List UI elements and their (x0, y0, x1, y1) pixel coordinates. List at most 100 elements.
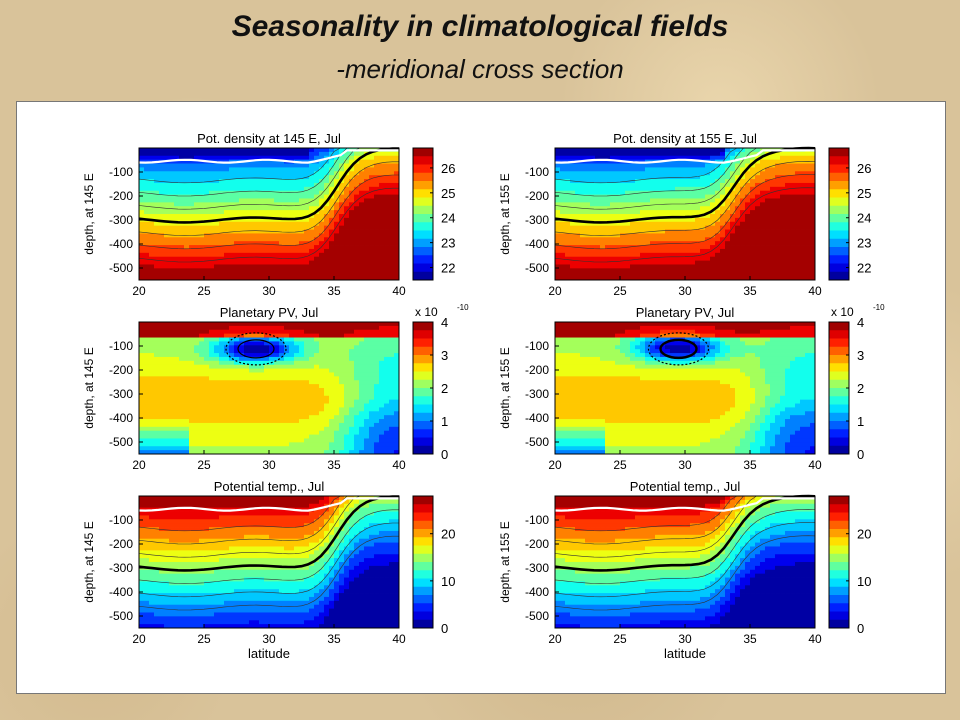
y-axis-label: depth, at 145 E (82, 173, 96, 254)
x-tick-label: 40 (392, 284, 406, 298)
contour-line (554, 174, 816, 250)
y-tick-label: -200 (109, 363, 133, 377)
subplot-4 (554, 321, 850, 455)
colorbar-tick-label: 3 (857, 348, 864, 363)
y-tick-label: -300 (525, 387, 549, 401)
colorbar-tick-label: 23 (857, 236, 871, 251)
x-tick-label: 20 (548, 284, 562, 298)
plot-title: Pot. density at 155 E, Jul (613, 131, 757, 146)
subplot-3 (138, 321, 434, 455)
colorbar-tick-label: 4 (857, 315, 864, 330)
contour-line (554, 508, 816, 584)
y-tick-label: -500 (109, 609, 133, 623)
contour-line (138, 522, 399, 598)
y-tick-label: -400 (525, 237, 549, 251)
contour-line (554, 522, 816, 598)
y-tick-label: -300 (525, 213, 549, 227)
isopycnal-line (138, 147, 399, 224)
y-tick-label: -100 (525, 165, 549, 179)
subplot-1 (138, 147, 434, 281)
x-tick-label: 40 (808, 632, 822, 646)
subplot-5 (138, 495, 434, 629)
x-tick-label: 25 (613, 458, 627, 472)
y-tick-label: -400 (109, 585, 133, 599)
x-tick-label: 35 (327, 458, 341, 472)
y-tick-label: -300 (109, 561, 133, 575)
x-tick-label: 35 (327, 632, 341, 646)
colorbar-tick-label: 22 (857, 261, 871, 276)
x-tick-label: 30 (678, 632, 692, 646)
colorbar (412, 495, 434, 629)
y-tick-label: -200 (525, 363, 549, 377)
x-tick-label: 25 (613, 284, 627, 298)
colorbar-tick-label: 20 (441, 527, 455, 542)
plot-title: Potential temp., Jul (214, 479, 325, 494)
pv-min-contour (659, 338, 698, 360)
y-tick-label: -500 (525, 609, 549, 623)
x-tick-label: 30 (262, 458, 276, 472)
plot-title: Planetary PV, Jul (220, 305, 319, 320)
pv-min-contour (237, 339, 275, 359)
slide-subtitle: -meridional cross section (336, 54, 624, 84)
y-tick-label: -200 (525, 537, 549, 551)
y-tick-label: -500 (109, 435, 133, 449)
colorbar-tick-label: 10 (857, 574, 871, 589)
isopycnal-line (138, 495, 399, 572)
x-tick-label: 35 (743, 632, 757, 646)
x-tick-label: 35 (743, 458, 757, 472)
y-axis-label: depth, at 145 E (82, 521, 96, 602)
x-tick-label: 25 (197, 632, 211, 646)
colorbar-tick-label: 25 (441, 186, 455, 201)
mixed-layer-line (138, 497, 399, 512)
x-tick-label: 25 (613, 632, 627, 646)
contour-line (138, 174, 399, 250)
pv-contour (647, 332, 710, 366)
figure-svg: Pot. density at 145 E, Jul-100-200-300-4… (82, 131, 885, 661)
contour-line (138, 187, 399, 263)
contour-line (138, 509, 399, 584)
pv-contour (225, 332, 287, 366)
y-tick-label: -500 (109, 261, 133, 275)
x-tick-label: 35 (743, 284, 757, 298)
colorbar-tick-label: 2 (857, 381, 864, 396)
x-axis-label: latitude (248, 646, 290, 661)
subplot-2 (554, 146, 850, 281)
isopycnal-line (554, 146, 816, 224)
y-tick-label: -300 (525, 561, 549, 575)
y-tick-label: -100 (109, 513, 133, 527)
colorbar-exponent: -10 (457, 303, 469, 312)
colorbar-tick-label: 1 (857, 414, 864, 429)
x-tick-label: 20 (548, 632, 562, 646)
x-tick-label: 30 (262, 632, 276, 646)
x-tick-label: 20 (548, 458, 562, 472)
y-tick-label: -100 (525, 339, 549, 353)
colorbar-tick-label: 22 (441, 261, 455, 276)
y-tick-label: -200 (109, 189, 133, 203)
mixed-layer-line (554, 149, 815, 164)
mixed-layer-line (138, 149, 399, 164)
x-tick-label: 30 (262, 284, 276, 298)
colorbar (412, 147, 434, 281)
y-tick-label: -400 (525, 411, 549, 425)
y-axis-label: depth, at 155 E (498, 173, 512, 254)
colorbar-tick-label: 0 (857, 447, 864, 462)
y-tick-label: -500 (525, 435, 549, 449)
colorbar-tick-label: 0 (857, 621, 864, 636)
colorbar-tick-label: 26 (441, 161, 455, 176)
colorbar-tick-label: 24 (441, 211, 455, 226)
colorbar-tick-label: 1 (441, 414, 448, 429)
y-tick-label: -500 (525, 261, 549, 275)
x-tick-label: 25 (197, 458, 211, 472)
colorbar-tick-label: 4 (441, 315, 448, 330)
colorbar-tick-label: 3 (441, 348, 448, 363)
y-tick-label: -100 (525, 513, 549, 527)
colorbar (828, 147, 850, 281)
figure-panel: Pot. density at 145 E, Jul -100 -200 -300 -4… (16, 101, 946, 694)
colorbar-multiplier: x 10 (831, 305, 854, 319)
x-axis-label: latitude (664, 646, 706, 661)
mixed-layer-line (554, 497, 815, 512)
contour-line (138, 535, 399, 611)
x-tick-label: 30 (678, 284, 692, 298)
contour-line (554, 160, 816, 236)
y-tick-label: -200 (109, 537, 133, 551)
